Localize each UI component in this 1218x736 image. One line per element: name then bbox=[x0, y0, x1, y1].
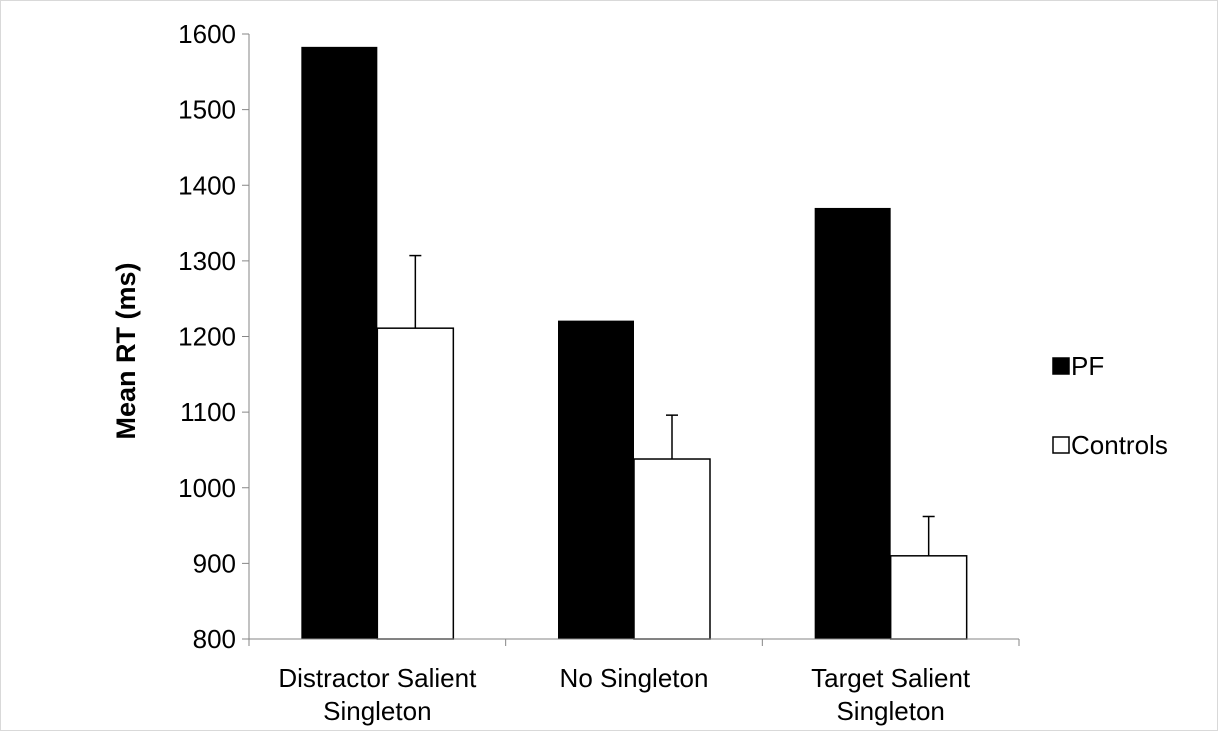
bar-pf-2 bbox=[814, 207, 891, 639]
y-tick-label: 1300 bbox=[178, 246, 236, 276]
bar-pf-1 bbox=[558, 320, 634, 639]
bar-pf-0 bbox=[301, 46, 378, 639]
bar-controls-0 bbox=[376, 327, 455, 640]
bar-controls-1 bbox=[633, 458, 711, 640]
y-tick-label: 1000 bbox=[178, 473, 236, 503]
x-category-label: Target Salient bbox=[811, 663, 971, 693]
x-category-label: Singleton bbox=[323, 696, 431, 726]
legend-label-pf: PF bbox=[1071, 351, 1104, 381]
legend: PF Controls bbox=[1052, 351, 1168, 460]
legend-swatch-pf bbox=[1052, 357, 1070, 375]
y-tick-label: 1600 bbox=[178, 19, 236, 49]
legend-label-controls: Controls bbox=[1071, 430, 1168, 460]
x-category-label: Singleton bbox=[836, 696, 944, 726]
plot-area: 800 900 1000 1100 1200 1300 1400 1500 1600 Distra… bbox=[178, 19, 1020, 726]
x-category-label: Distractor Salient bbox=[278, 663, 477, 693]
legend-swatch-controls bbox=[1052, 436, 1070, 454]
y-axis-title: Mean RT (ms) bbox=[111, 262, 141, 439]
y-tick-label: 800 bbox=[193, 624, 236, 654]
bar-controls-2 bbox=[889, 555, 968, 640]
y-tick-label: 900 bbox=[193, 548, 236, 578]
y-tick-label: 1500 bbox=[178, 95, 236, 125]
y-tick-label: 1100 bbox=[180, 397, 236, 427]
y-tick-label: 1200 bbox=[178, 322, 236, 352]
x-category-label: No Singleton bbox=[560, 663, 709, 693]
y-tick-label: 1400 bbox=[178, 170, 236, 200]
